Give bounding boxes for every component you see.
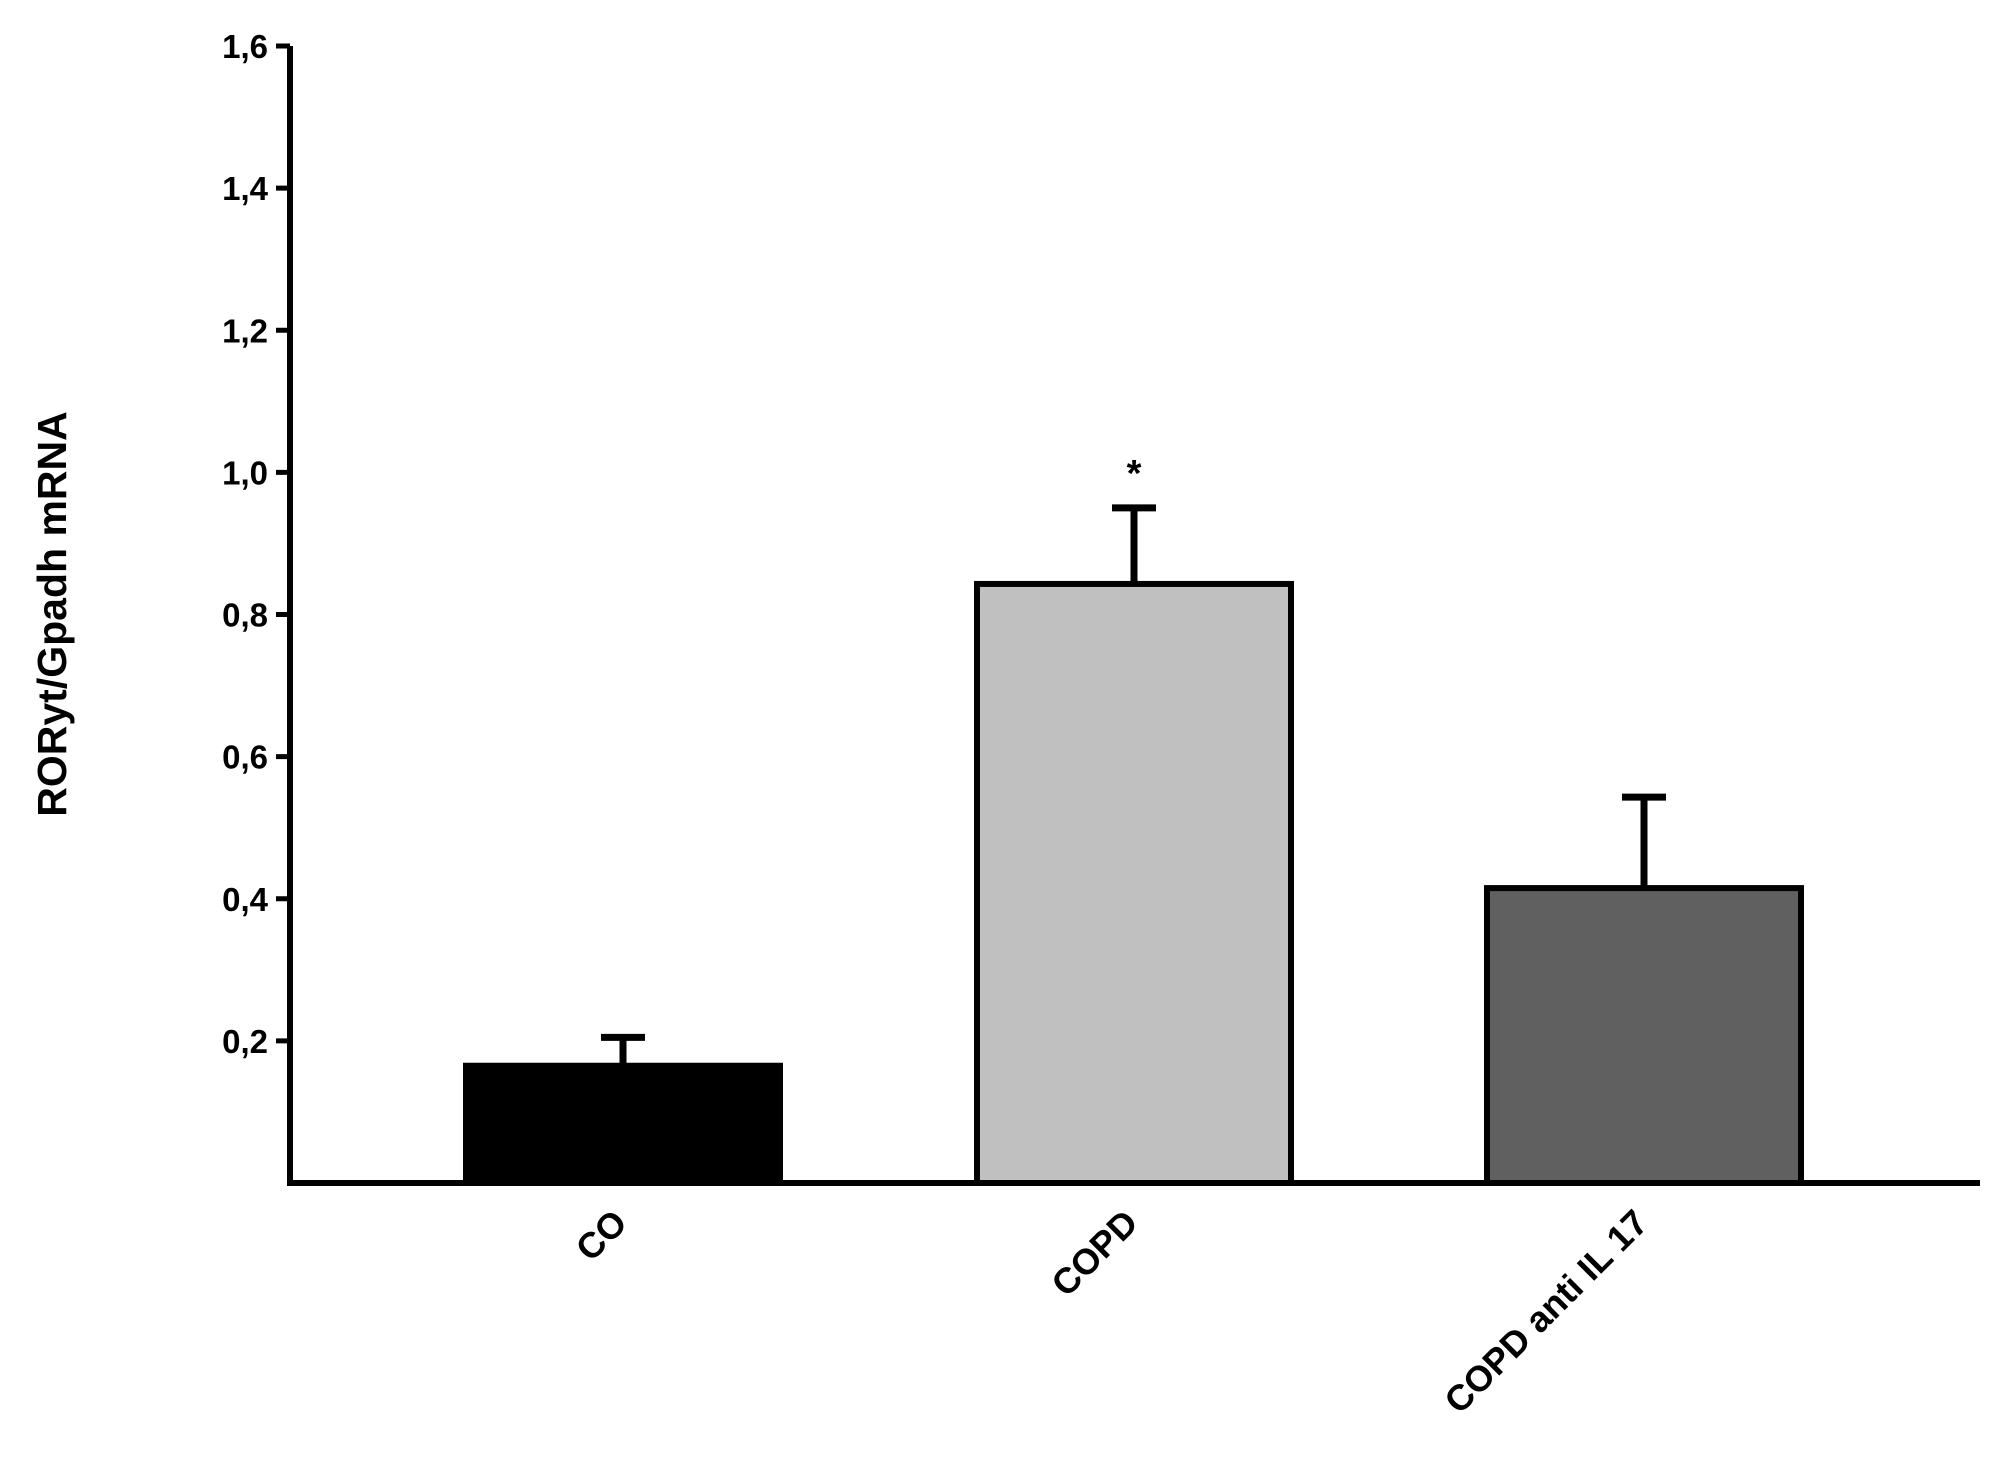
x-tick-label: COPD anti IL 17	[1436, 1202, 1655, 1421]
y-tick-label: 0,2	[222, 1023, 268, 1060]
bar	[1484, 885, 1804, 1186]
x-tick-label: CO	[567, 1202, 634, 1269]
y-ticks: 0,2 0,4 0,6 0,8 1,0 1,2 1,4 1,6	[222, 28, 290, 1060]
bar	[463, 1062, 783, 1186]
y-tick-label: 1,2	[222, 312, 268, 349]
y-tick-label: 0,8	[222, 597, 268, 634]
error-bars	[601, 504, 1666, 1066]
y-tick-label: 1,4	[222, 170, 269, 207]
y-tick-label: 0,6	[222, 739, 268, 776]
significance-marker: *	[1127, 453, 1142, 495]
y-axis-label: RORyt/Gpadh mRNA	[29, 411, 75, 816]
y-tick-label: 0,4	[222, 881, 269, 918]
x-tick-labels: CO COPD COPD anti IL 17	[567, 1202, 1655, 1421]
y-tick-label: 1,0	[222, 454, 268, 491]
annotations: *	[1127, 453, 1142, 495]
bar	[974, 580, 1294, 1186]
y-tick-label: 1,6	[222, 28, 268, 65]
x-tick-label: COPD	[1043, 1202, 1146, 1305]
bars	[463, 580, 1804, 1186]
